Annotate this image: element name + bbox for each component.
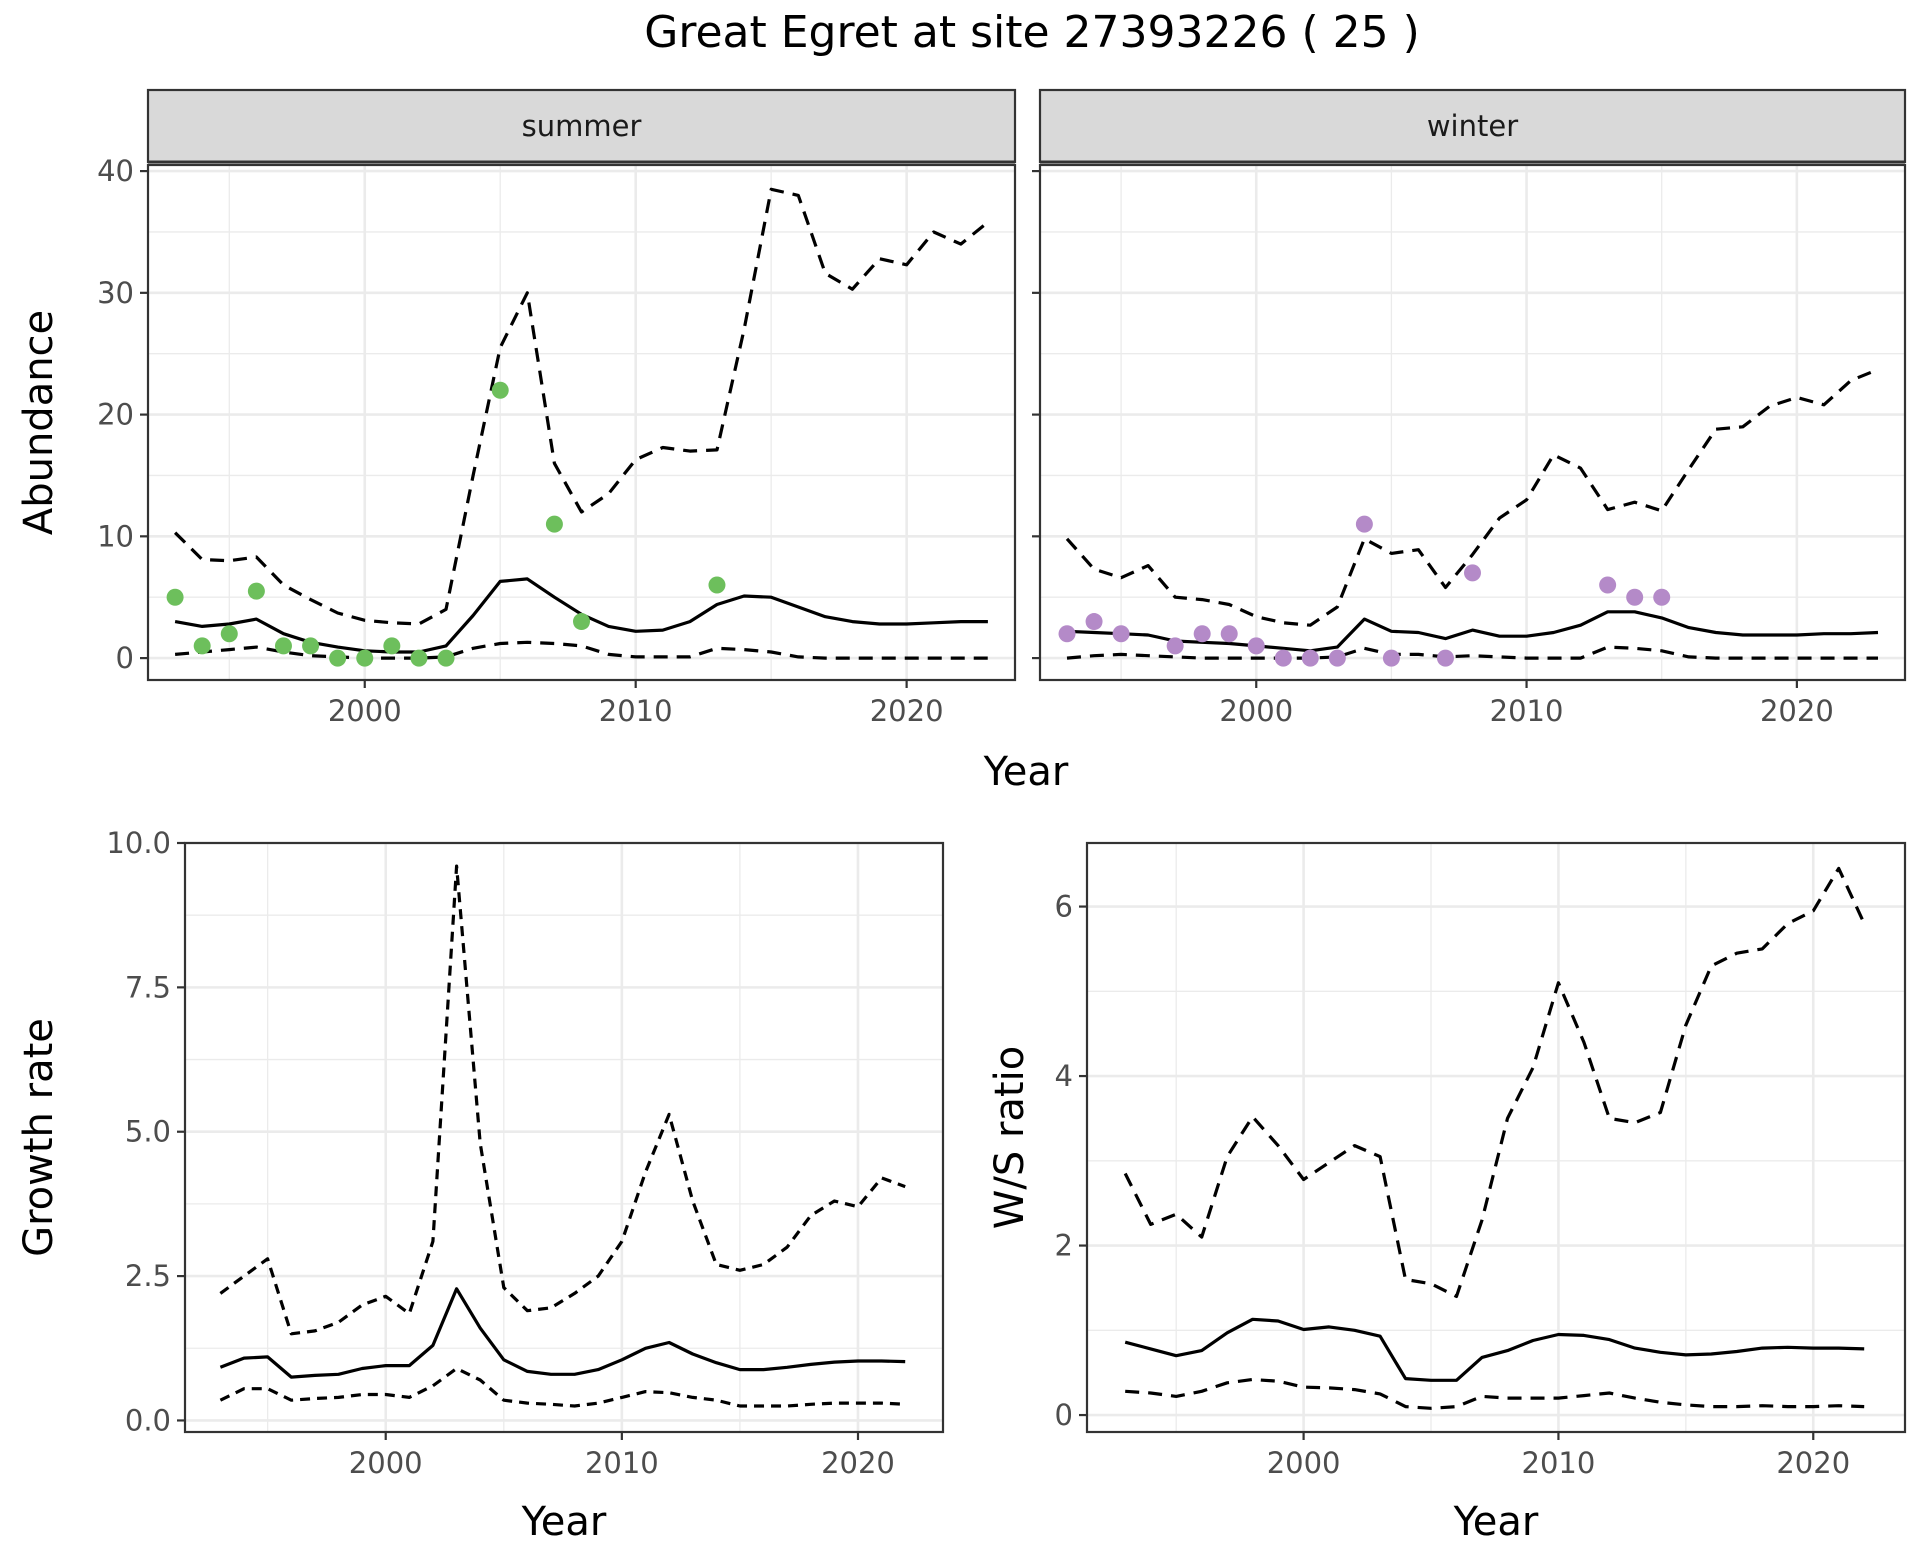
ratio-panel-border — [1085, 841, 1907, 1434]
growth-y-tick-label: 5.0 — [125, 1115, 171, 1149]
chart-title: Great Egret at site 27393226 ( 25 ) — [644, 7, 1420, 58]
winter-observed-point — [1166, 637, 1184, 655]
growth-y-tick-label: 10.0 — [106, 826, 171, 860]
growth-panel: 2000 2010 2020 0.0 2.5 5.0 7.5 10.0 Growth rate Y… — [16, 826, 945, 1545]
summer-observed-point — [410, 649, 428, 667]
winter-x-tick-label: 2010 — [1490, 694, 1564, 728]
growth-y-tick-label: 0.0 — [125, 1403, 171, 1437]
growth-y-tick-label: 2.5 — [125, 1259, 171, 1293]
winter-strip — [1038, 88, 1907, 164]
ratio-y-tick-label: 2 — [1055, 1229, 1073, 1263]
summer-observed-point — [437, 649, 455, 667]
winter-observed-point — [1220, 625, 1238, 643]
winter-observed-point — [1355, 515, 1373, 533]
summer-strip — [146, 88, 1017, 164]
summer-y-tick-label: 40 — [97, 154, 134, 188]
winter-observed-point — [1328, 649, 1346, 667]
winter-observed-point — [1247, 637, 1265, 655]
summer-observed-point — [274, 637, 292, 655]
growth-x-tick-label: 2000 — [349, 1446, 423, 1480]
winter-observed-point — [1301, 649, 1319, 667]
abundance-x-axis-title: Year — [983, 749, 1069, 795]
summer-strip-label: summer — [522, 109, 642, 143]
growth-interval-line-2 — [219, 1366, 906, 1408]
summer-observed-point — [545, 515, 563, 533]
winter-x-tick-label: 2020 — [1760, 694, 1834, 728]
summer-x-tick-label: 2000 — [328, 694, 402, 728]
growth-y-tick-label: 7.5 — [125, 970, 171, 1004]
summer-y-axis-title: Abundance — [16, 310, 62, 535]
winter-observed-point — [1382, 649, 1400, 667]
summer-observed-point — [491, 381, 509, 399]
summer-plot-area — [148, 165, 1015, 680]
summer-observed-point — [302, 637, 320, 655]
summer-y-tick-label: 20 — [97, 398, 134, 432]
growth-x-axis-title: Year — [521, 1499, 607, 1545]
growth-x-tick-label: 2020 — [821, 1446, 895, 1480]
summer-observed-point — [193, 637, 211, 655]
ratio-estimate-line — [1124, 1317, 1865, 1382]
growth-x-tick-label: 2010 — [585, 1446, 659, 1480]
summer-observed-point — [708, 576, 726, 594]
ratio-y-tick-label: 4 — [1055, 1059, 1073, 1093]
summer-observed-point — [329, 649, 347, 667]
summer-observed-point — [247, 582, 265, 600]
winter-observed-point — [1274, 649, 1292, 667]
ratio-x-tick-label: 2020 — [1776, 1446, 1850, 1480]
growth-estimate-line — [219, 1287, 906, 1379]
growth-y-axis-title: Growth rate — [16, 1018, 62, 1257]
summer-y-tick-label: 0 — [116, 641, 134, 675]
winter-observed-point — [1085, 613, 1103, 631]
ratio-y-axis-title: W/S ratio — [987, 1046, 1033, 1229]
summer-x-tick-label: 2020 — [870, 694, 944, 728]
winter-observed-point — [1464, 564, 1481, 582]
growth-panel-border — [183, 841, 945, 1434]
winter-panel-border — [1038, 163, 1907, 682]
ratio-y-tick-label: 6 — [1055, 890, 1073, 924]
ratio-y-tick-label: 0 — [1055, 1398, 1073, 1432]
summer-observed-point — [220, 625, 238, 643]
summer-x-tick-label: 2010 — [599, 694, 673, 728]
winter-observed-point — [1599, 576, 1617, 594]
summer-interval-line-1 — [173, 187, 989, 626]
summer-y-tick-label: 30 — [97, 276, 134, 310]
ratio-interval-line-2 — [1125, 1377, 1865, 1410]
winter-observed-point — [1058, 625, 1076, 643]
winter-strip-label: winter — [1427, 109, 1518, 143]
ratio-x-tick-label: 2000 — [1267, 1446, 1341, 1480]
winter-observed-point — [1193, 625, 1211, 643]
summer-observed-point — [356, 649, 374, 667]
summer-y-tick-label: 10 — [97, 519, 134, 553]
winter-estimate-line — [1066, 610, 1879, 653]
summer-observed-point — [573, 613, 590, 631]
ratio-panel: 2000 2010 2020 0 2 4 6 W/S ratio Year — [987, 841, 1907, 1545]
summer-observed-point — [166, 588, 184, 606]
summer-observed-point — [383, 637, 401, 655]
growth-interval-line-1 — [219, 864, 906, 1336]
winter-observed-point — [1653, 588, 1671, 606]
winter-panel: winter 2000 2010 2020 — [1032, 88, 1907, 728]
winter-observed-point — [1436, 649, 1454, 667]
ratio-interval-line-1 — [1123, 866, 1866, 1298]
winter-observed-point — [1626, 588, 1644, 606]
ratio-x-axis-title: Year — [1453, 1499, 1539, 1545]
winter-observed-point — [1112, 625, 1130, 643]
growth-plot-area — [185, 843, 943, 1432]
winter-interval-line-1 — [1065, 368, 1879, 627]
winter-x-tick-label: 2000 — [1219, 694, 1293, 728]
ratio-x-tick-label: 2010 — [1522, 1446, 1596, 1480]
winter-plot-area — [1040, 165, 1905, 680]
summer-panel-border — [146, 163, 1017, 682]
summer-panel: summer 2000 2010 2020 0 10 20 30 40 Abundance Year — [16, 88, 1069, 795]
